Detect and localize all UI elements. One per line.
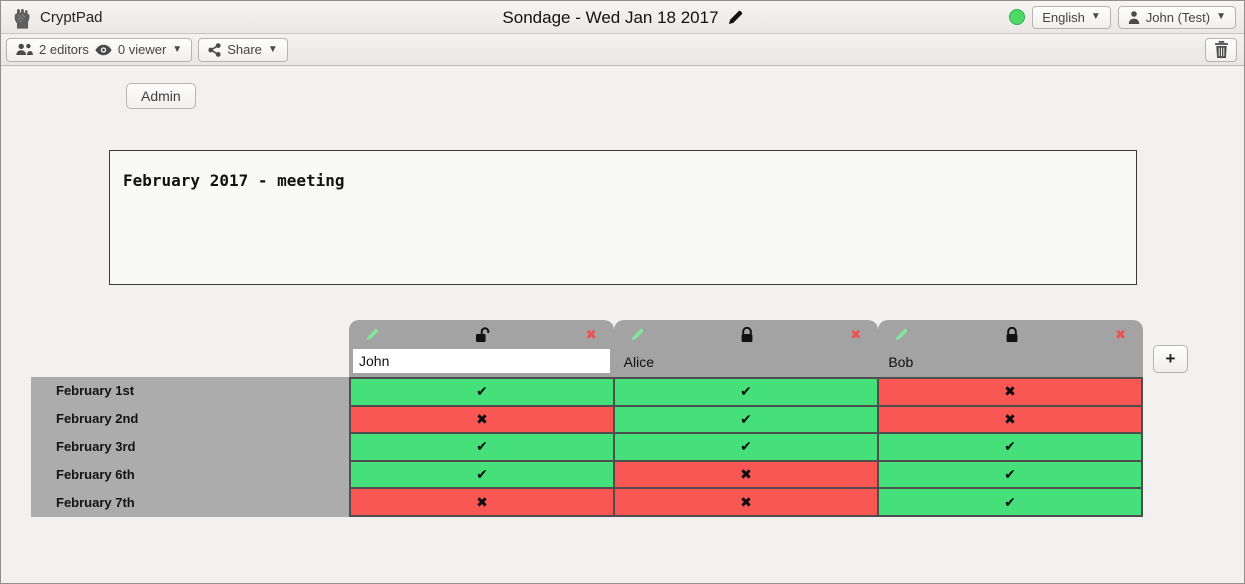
column-name-label: Alice <box>623 354 655 370</box>
vote-cell-alice[interactable]: ✔ <box>615 379 877 405</box>
add-column-button[interactable]: + <box>1153 345 1188 373</box>
caret-down-icon: ▼ <box>172 43 183 55</box>
poll-content: Admin February 2017 - meeting ✖✖Alice✖Bo… <box>1 66 1244 583</box>
vote-cell-john[interactable]: ✖ <box>351 406 613 433</box>
trash-button[interactable] <box>1205 37 1237 62</box>
user-menu-dropdown[interactable]: John (Test) ▼ <box>1117 5 1236 29</box>
poll-row-labels: February 1st February 2nd February 3rd Febr… <box>31 377 349 517</box>
users-icon <box>16 43 33 56</box>
vote-cell-alice[interactable]: ✖ <box>615 489 877 515</box>
column-tab-icons: ✖ <box>878 320 1143 349</box>
share-label: Share <box>227 42 262 57</box>
vote-cell-bob[interactable]: ✔ <box>879 461 1141 488</box>
viewer-count-label: 0 viewer <box>117 42 167 57</box>
column-tab-icons: ✖ <box>349 320 614 349</box>
vote-cell-john[interactable]: ✔ <box>351 461 613 488</box>
app-name: CryptPad <box>40 8 103 26</box>
vote-cell-bob[interactable]: ✖ <box>879 379 1141 405</box>
column-delete-icon[interactable]: ✖ <box>850 327 862 342</box>
column-tab-bob: ✖ Bob <box>878 320 1144 377</box>
vote-cell-john[interactable]: ✔ <box>351 379 613 405</box>
vote-cell-john[interactable]: ✔ <box>351 434 613 460</box>
poll-column-tabs: ✖ ✖ Alice ✖ Bob <box>349 320 1144 377</box>
column-tab-alice: ✖ Alice <box>613 320 879 377</box>
language-dropdown[interactable]: English ▼ <box>1032 5 1111 29</box>
vote-cell-alice[interactable]: ✔ <box>615 406 877 433</box>
vote-cell-john[interactable]: ✖ <box>351 489 613 515</box>
vote-cell-alice[interactable]: ✔ <box>615 434 877 460</box>
poll-description-textarea[interactable]: February 2017 - meeting <box>109 150 1137 285</box>
poll-body-grid: ✔ ✔ ✖ ✖ ✔ ✖ ✔ ✔ ✔ ✔ ✖ ✔ ✖ ✖ ✔ <box>349 377 1143 517</box>
poll-row-label: February 3rd <box>56 439 136 454</box>
document-title: Sondage - Wed Jan 18 2017 <box>502 7 719 27</box>
cryptpad-fist-icon <box>10 5 32 30</box>
trash-icon <box>1214 41 1229 58</box>
caret-down-icon: ▼ <box>267 43 278 55</box>
column-lock-icon[interactable] <box>1005 326 1019 343</box>
eye-icon <box>95 44 112 56</box>
rename-pencil-icon[interactable] <box>728 10 743 25</box>
connection-status-indicator <box>1009 9 1026 25</box>
brand: CryptPad <box>10 5 103 30</box>
titlebar: CryptPad Sondage - Wed Jan 18 2017 Engli… <box>1 1 1244 34</box>
caret-down-icon: ▼ <box>1216 11 1226 22</box>
column-lock-icon[interactable] <box>740 326 754 343</box>
column-tab-icons: ✖ <box>614 320 879 349</box>
vote-cell-bob[interactable]: ✔ <box>879 489 1141 515</box>
column-unlock-icon[interactable] <box>475 326 490 343</box>
column-name-input[interactable] <box>353 349 610 373</box>
editors-count-label: 2 editors <box>39 42 89 57</box>
column-edit-pencil-icon[interactable] <box>366 328 379 341</box>
admin-button[interactable]: Admin <box>126 83 196 109</box>
column-delete-icon[interactable]: ✖ <box>585 327 597 342</box>
column-delete-icon[interactable]: ✖ <box>1115 327 1126 342</box>
editors-viewers-dropdown[interactable]: 2 editors 0 viewer ▼ <box>6 37 193 62</box>
poll-row-label: February 7th <box>56 495 135 510</box>
language-label: English <box>1042 9 1085 25</box>
column-edit-pencil-icon[interactable] <box>631 328 644 341</box>
poll-row-label: February 2nd <box>56 411 139 426</box>
column-tab-john: ✖ <box>349 320 614 377</box>
document-title-area: Sondage - Wed Jan 18 2017 <box>1 1 1244 34</box>
person-icon <box>1128 10 1140 24</box>
vote-cell-bob[interactable]: ✖ <box>879 406 1141 433</box>
toolbar: 2 editors 0 viewer ▼ Share ▼ <box>1 34 1244 66</box>
poll-row-label: February 6th <box>56 467 135 482</box>
column-name-label: Bob <box>888 354 914 370</box>
vote-cell-bob[interactable]: ✔ <box>879 434 1141 460</box>
user-label: John (Test) <box>1145 9 1211 25</box>
titlebar-right: English ▼ John (Test) ▼ <box>1009 5 1236 29</box>
caret-down-icon: ▼ <box>1090 11 1101 22</box>
column-edit-pencil-icon[interactable] <box>895 328 908 341</box>
poll-row-label: February 1st <box>56 383 135 398</box>
share-dropdown[interactable]: Share ▼ <box>198 37 288 62</box>
share-icon <box>208 42 221 57</box>
vote-cell-alice[interactable]: ✖ <box>615 461 877 488</box>
